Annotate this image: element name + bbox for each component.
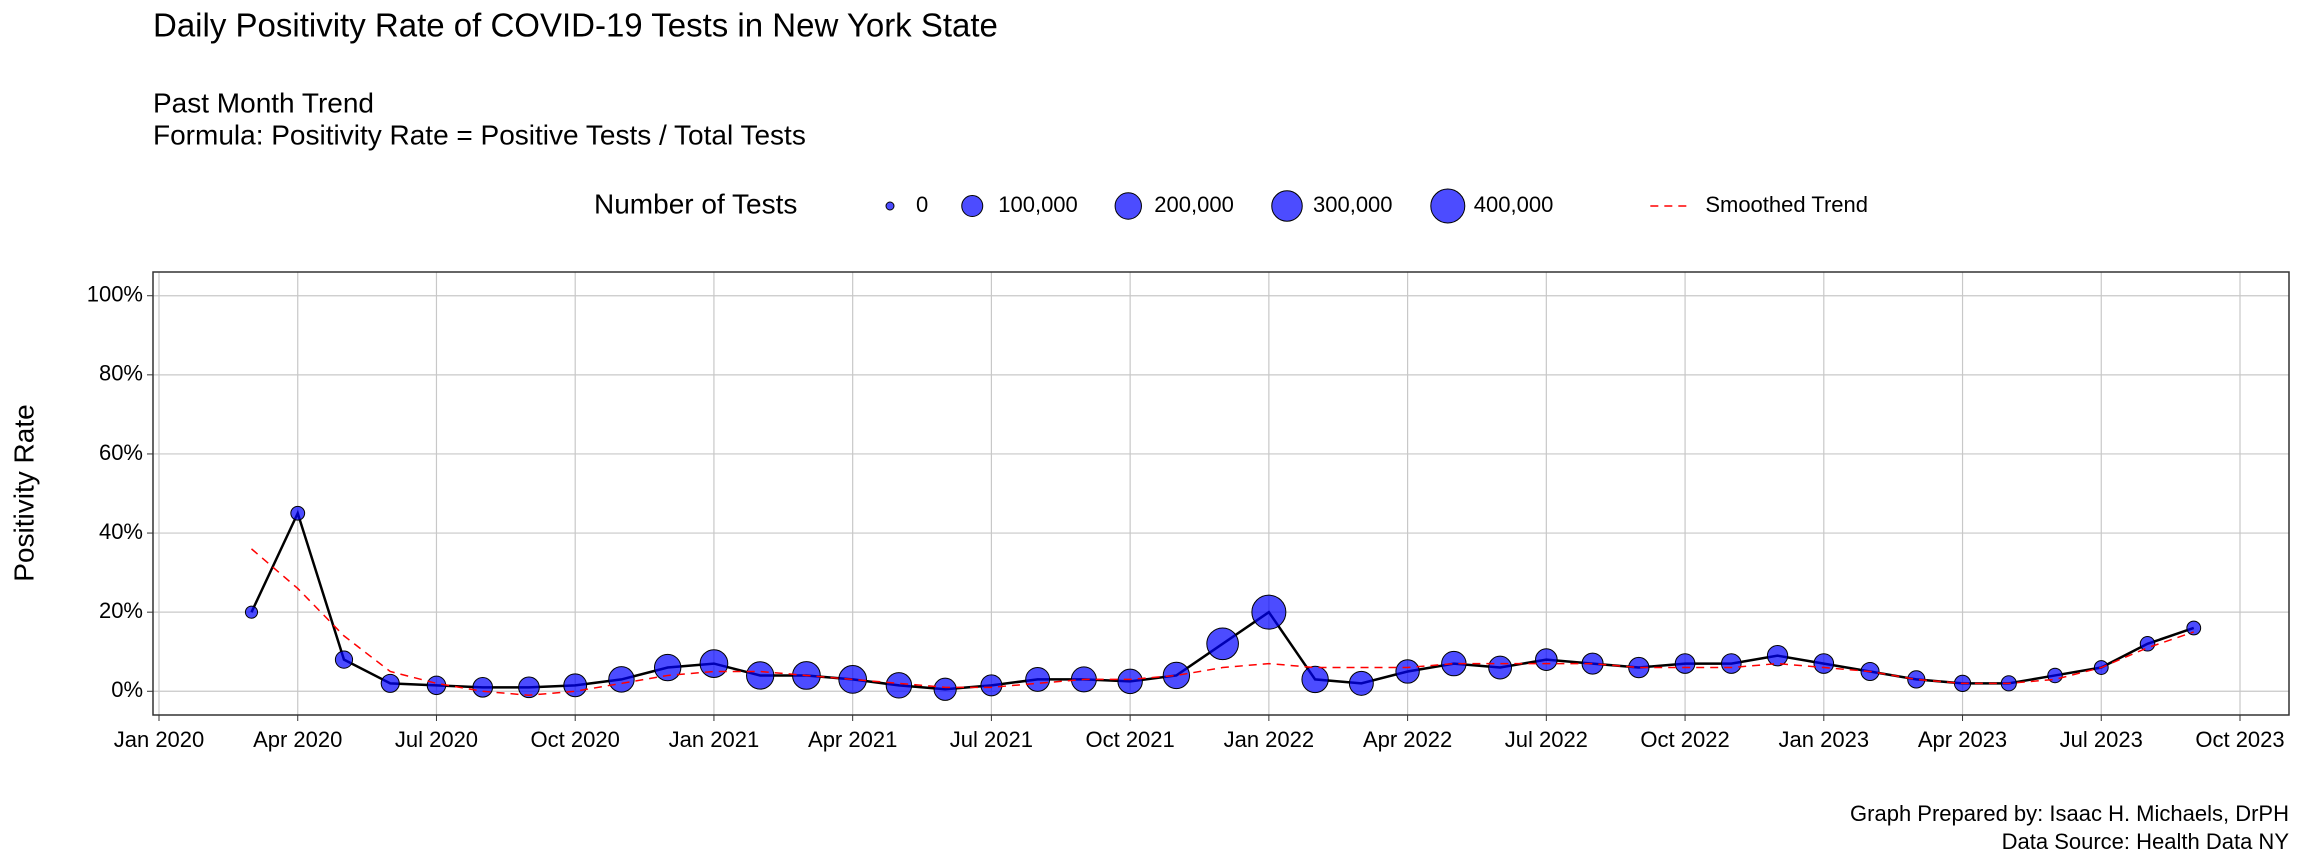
y-tick-label: 0% <box>111 677 143 702</box>
legend-label: 200,000 <box>1154 192 1234 217</box>
legend-bubble <box>1114 192 1142 220</box>
subtitle: Formula: Positivity Rate = Positive Test… <box>153 119 806 150</box>
bubble <box>1628 656 1650 679</box>
bubble <box>1206 627 1239 661</box>
bubble <box>1813 653 1835 674</box>
bubble <box>290 505 306 521</box>
x-tick-label: Oct 2022 <box>1640 727 1729 752</box>
x-tick-label: Jan 2022 <box>1224 727 1315 752</box>
y-tick-label: 100% <box>87 282 143 307</box>
legend-label: 300,000 <box>1313 192 1393 217</box>
x-tick-label: Apr 2023 <box>1918 727 2007 752</box>
bubble <box>334 650 354 669</box>
x-tick-label: Jan 2020 <box>114 727 205 752</box>
bubble <box>1488 655 1513 680</box>
x-tick-label: Jul 2022 <box>1505 727 1588 752</box>
bubble <box>1025 666 1051 692</box>
x-tick-label: Jul 2021 <box>950 727 1033 752</box>
legend-bubble <box>1430 188 1466 224</box>
bubble <box>1720 653 1742 674</box>
trend-line <box>251 548 2195 696</box>
chart-title: Daily Positivity Rate of COVID-19 Tests … <box>153 7 998 44</box>
bubble <box>2186 620 2202 636</box>
bubble <box>244 605 259 619</box>
x-tick-label: Oct 2020 <box>531 727 620 752</box>
x-tick-label: Apr 2021 <box>808 727 897 752</box>
bubble <box>980 674 1003 697</box>
bubble <box>699 649 729 678</box>
y-tick-label: 60% <box>99 440 143 465</box>
x-tick-label: Jan 2023 <box>1779 727 1870 752</box>
y-tick-label: 20% <box>99 598 143 623</box>
subtitle: Past Month Trend <box>153 87 374 118</box>
bubble <box>746 661 775 690</box>
y-axis-title: Positivity Rate <box>8 404 39 581</box>
legend-label: Smoothed Trend <box>1705 192 1868 217</box>
bubble <box>563 673 588 698</box>
legend-label: 0 <box>916 192 928 217</box>
bubble <box>1395 659 1420 684</box>
legend-label: 400,000 <box>1474 192 1554 217</box>
bubble <box>838 665 868 694</box>
bubble <box>1251 594 1287 630</box>
legend-label: 100,000 <box>998 192 1078 217</box>
bubble <box>608 666 635 693</box>
bubble <box>653 653 682 682</box>
x-tick-label: Jan 2021 <box>669 727 760 752</box>
legend-bubble <box>885 201 895 211</box>
bubble <box>885 672 913 699</box>
y-tick-label: 40% <box>99 519 143 544</box>
x-tick-label: Oct 2023 <box>2195 727 2284 752</box>
y-tick-label: 80% <box>99 361 143 386</box>
bubble <box>1117 668 1143 695</box>
caption: Graph Prepared by: Isaac H. Michaels, Dr… <box>1850 801 2289 826</box>
plot-border <box>152 271 2290 716</box>
bubble <box>1535 648 1558 671</box>
bubble <box>1674 653 1696 674</box>
x-tick-label: Jul 2023 <box>2060 727 2143 752</box>
bubble <box>426 675 447 696</box>
x-tick-label: Jul 2020 <box>395 727 478 752</box>
bubble <box>1581 652 1604 675</box>
bubble <box>2139 636 2156 652</box>
bubble <box>518 676 540 699</box>
caption: Data Source: Health Data NY <box>2002 829 2290 854</box>
bubble <box>1162 661 1191 690</box>
legend-bubble <box>1271 190 1303 222</box>
bubble <box>1348 670 1374 696</box>
bubble <box>472 676 494 698</box>
bubble <box>380 673 400 693</box>
x-tick-label: Apr 2022 <box>1363 727 1452 752</box>
legend-bubble <box>961 195 984 217</box>
bubble <box>1301 665 1329 694</box>
bubble <box>1766 645 1789 667</box>
bubble <box>933 677 957 701</box>
x-tick-label: Oct 2021 <box>1085 727 1174 752</box>
x-tick-label: Apr 2020 <box>253 727 342 752</box>
legend-title: Number of Tests <box>594 188 797 219</box>
